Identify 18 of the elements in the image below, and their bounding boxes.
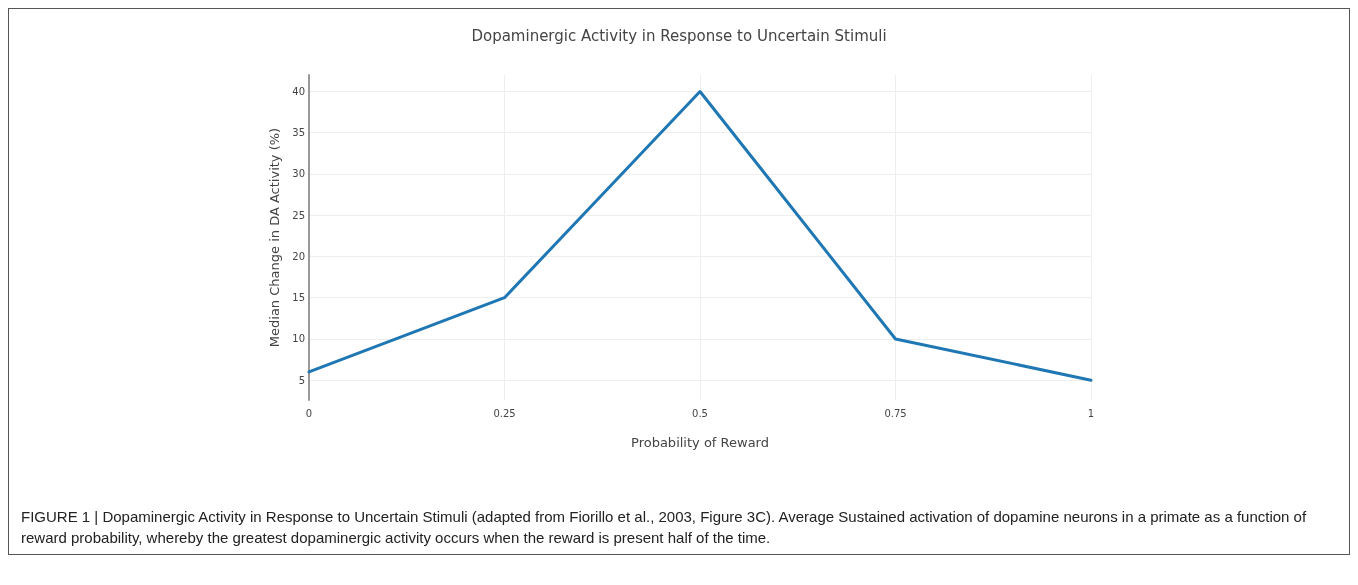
y-tick-label: 25: [292, 209, 305, 221]
caption: FIGURE 1 | Dopaminergic Activity in Response to Uncertain Stimuli (adapted from Fiorillo et al., 2003, Figure 3C). Average Sustained activation of dopamine neurons in a primate as a function of reward probability, whereby the greatest dopaminergic activity occurs when the reward is present half of the time.: [20, 507, 1308, 548]
y-tick-label: 5: [298, 374, 305, 386]
x-axis-title: Probability of Reward: [631, 435, 769, 450]
y-axis-title: Median Change in DA Activity (%): [267, 127, 282, 348]
x-tick-label: 0.75: [884, 407, 907, 419]
y-tick-label: 20: [292, 250, 305, 262]
y-tick-label: 35: [292, 127, 305, 139]
line-series: [307, 90, 1093, 382]
chart-title: Dopaminergic Activity in Response to Uncertain Stimuli: [471, 26, 887, 45]
y-tick-label: 10: [292, 333, 305, 345]
x-tick-label: 0: [305, 407, 313, 419]
x-tick-label: 0.25: [493, 407, 516, 419]
y-tick-label: 15: [292, 292, 305, 304]
x-tick-label: 1: [1087, 407, 1095, 419]
y-tick-label: 40: [292, 86, 305, 97]
x-tick-label: 0.5: [692, 407, 708, 419]
y-tick-label: 30: [292, 168, 305, 180]
